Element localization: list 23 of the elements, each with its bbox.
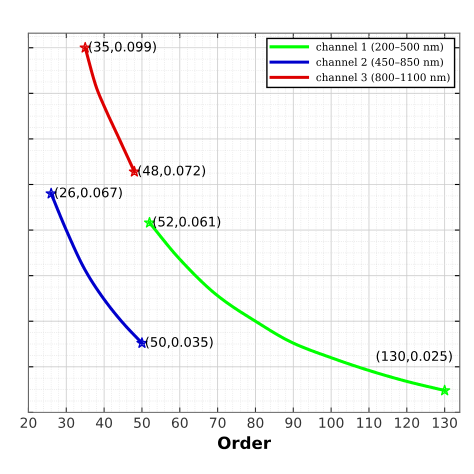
x-tick-label: 20 — [20, 417, 36, 428]
annotation: (35,0.099) — [89, 41, 156, 54]
x-tick-label: 60 — [172, 417, 188, 428]
annotation: (50,0.035) — [146, 336, 213, 348]
annotation: (48,0.072) — [138, 165, 206, 178]
annotation: (26,0.067) — [55, 187, 122, 199]
legend-label: channel 1 (200–500 nm) — [316, 42, 443, 52]
x-tick-label: 50 — [134, 417, 150, 428]
annotation: (130,0.025) — [376, 350, 452, 363]
x-tick-label: 90 — [285, 417, 302, 428]
x-tick-label: 120 — [395, 417, 420, 428]
x-tick-label: 110 — [357, 417, 382, 428]
x-tick-label: 40 — [96, 417, 112, 428]
x-tick-label: 130 — [432, 417, 457, 428]
x-tick-label: 80 — [248, 417, 264, 428]
x-tick-label: 100 — [319, 417, 344, 428]
x-tick-label: 70 — [210, 417, 226, 428]
x-axis-title: Order — [218, 436, 271, 450]
legend-label: channel 2 (450–850 nm) — [316, 58, 443, 68]
x-tick-label: 30 — [58, 417, 74, 428]
legend-label: channel 3 (800–1100 nm) — [316, 73, 450, 83]
annotation: (52,0.061) — [153, 216, 220, 228]
point — [439, 384, 450, 396]
